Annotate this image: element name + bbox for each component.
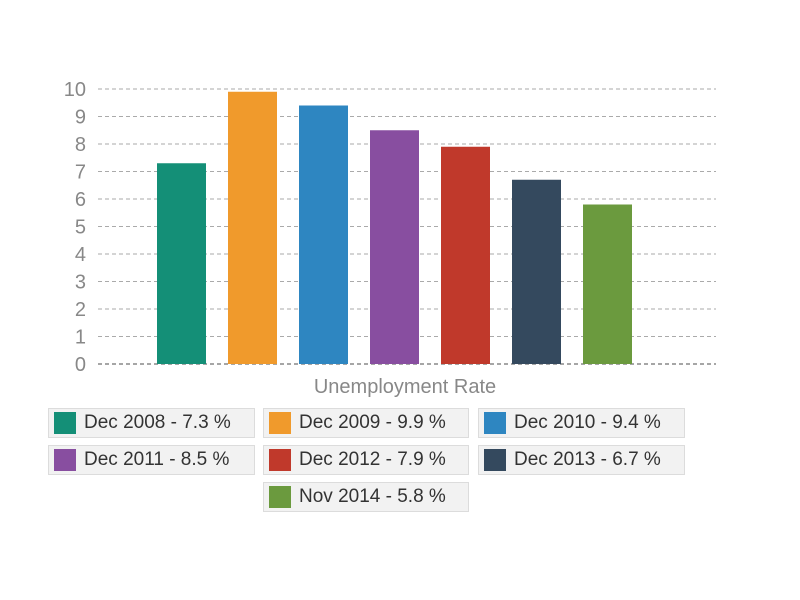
legend-swatch — [269, 486, 291, 508]
legend-swatch — [54, 412, 76, 434]
bar[interactable] — [299, 105, 348, 365]
legend-item[interactable]: Dec 2010 - 9.4 % — [478, 408, 685, 438]
x-axis-label: Unemployment Rate — [314, 376, 496, 398]
y-axis-ticks: 0 1 2 3 4 5 6 7 8 9 10 — [64, 79, 86, 376]
bar[interactable] — [583, 204, 632, 365]
legend-label: Dec 2011 - 8.5 % — [84, 449, 230, 470]
y-tick-label: 10 — [64, 79, 86, 101]
y-tick-label: 8 — [75, 134, 86, 156]
legend-label: Dec 2009 - 9.9 % — [299, 412, 446, 433]
y-tick-label: 3 — [75, 272, 86, 294]
y-tick-label: 1 — [75, 327, 86, 349]
legend-item[interactable]: Dec 2009 - 9.9 % — [263, 408, 469, 438]
bars — [157, 91, 632, 365]
legend-label: Dec 2013 - 6.7 % — [514, 449, 661, 470]
y-tick-label: 4 — [75, 244, 86, 266]
legend-swatch — [269, 449, 291, 471]
y-tick-label: 6 — [75, 189, 86, 211]
bar[interactable] — [512, 179, 561, 364]
legend-swatch — [269, 412, 291, 434]
legend-swatch — [484, 449, 506, 471]
legend-label: Dec 2008 - 7.3 % — [84, 412, 231, 433]
legend-item[interactable]: Dec 2011 - 8.5 % — [48, 445, 255, 475]
bar[interactable] — [441, 146, 490, 364]
bar-chart: 0 1 2 3 4 5 6 7 8 9 10 Unemployment Rate — [64, 79, 716, 398]
legend-label: Dec 2010 - 9.4 % — [514, 412, 661, 433]
y-tick-label: 9 — [75, 107, 86, 129]
legend-item[interactable]: Dec 2013 - 6.7 % — [478, 445, 685, 475]
y-tick-label: 2 — [75, 299, 86, 321]
legend-label: Dec 2012 - 7.9 % — [299, 449, 446, 470]
legend-label: Nov 2014 - 5.8 % — [299, 486, 446, 507]
legend-item[interactable]: Dec 2008 - 7.3 % — [48, 408, 255, 438]
y-tick-label: 5 — [75, 217, 86, 239]
legend-swatch — [484, 412, 506, 434]
bar[interactable] — [370, 130, 419, 364]
y-tick-label: 7 — [75, 162, 86, 184]
legend-item[interactable]: Nov 2014 - 5.8 % — [263, 482, 469, 512]
legend-swatch — [54, 449, 76, 471]
bar[interactable] — [157, 163, 206, 364]
bar[interactable] — [228, 91, 277, 364]
y-tick-label: 0 — [75, 354, 86, 376]
legend-item[interactable]: Dec 2012 - 7.9 % — [263, 445, 469, 475]
